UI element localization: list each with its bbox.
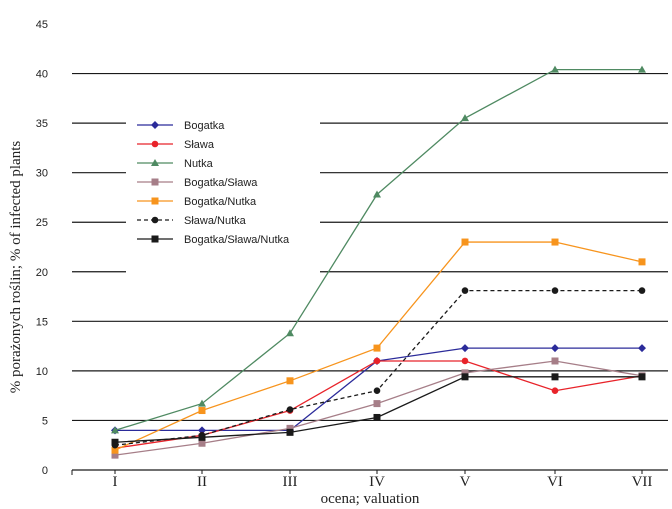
y-tick-label-35: 35 [36, 118, 48, 130]
data-point-s3-II [198, 399, 206, 407]
series-7 [111, 373, 646, 446]
x-tick-label-VI: VI [547, 474, 563, 490]
legend-label-2: Sława [184, 139, 215, 151]
data-point-s7-II [198, 433, 206, 441]
legend-background [126, 108, 320, 284]
y-tick-label-15: 15 [36, 316, 48, 328]
data-point-s1-VI [551, 344, 559, 353]
data-point-s4-III [286, 424, 294, 432]
y-tick-label-0: 0 [42, 465, 48, 477]
axes [71, 469, 668, 475]
legend-swatch-marker-2 [151, 140, 159, 148]
legend-label-7: Bogatka/Sława/Nutka [184, 234, 290, 246]
x-axis-ticks: I II III IV V VI VII [113, 470, 653, 490]
data-point-s5-I [111, 446, 119, 454]
data-point-s5-II [198, 407, 206, 415]
data-point-s4-I [111, 451, 119, 459]
data-point-s4-IV [373, 400, 381, 408]
legend-item-1: Bogatka [137, 120, 225, 132]
data-point-s4-VI [551, 357, 559, 365]
data-point-s6-IV [373, 387, 381, 395]
legend-item-7: Bogatka/Sława/Nutka [137, 234, 290, 246]
data-point-s6-VI [551, 287, 559, 294]
x-tick-label-II: II [197, 474, 207, 490]
data-point-s5-VI [551, 238, 559, 246]
data-point-s7-VI [551, 373, 559, 381]
data-point-s5-III [286, 377, 294, 385]
data-point-s4-V [461, 369, 469, 377]
legend-label-4: Bogatka/Sława [184, 177, 258, 189]
data-point-s4-II [198, 439, 206, 447]
data-point-s3-VII [638, 65, 646, 73]
data-point-s1-V [461, 344, 469, 353]
y-tick-label-10: 10 [36, 366, 48, 378]
y-tick-label-40: 40 [36, 69, 48, 81]
legend-item-5: Bogatka/Nutka [137, 196, 257, 208]
legend-swatch-marker-3 [151, 159, 159, 166]
legend-label-6: Sława/Nutka [184, 215, 247, 227]
legend-label-3: Nutka [184, 158, 214, 170]
series-line-6 [114, 289, 642, 446]
data-point-s5-VII [638, 258, 646, 266]
data-point-s3-IV [373, 190, 381, 198]
data-point-s1-II [198, 426, 206, 435]
legend-swatch-marker-4 [151, 178, 159, 186]
y-axis-label: % porażonych roślin; % of infected plant… [8, 141, 24, 394]
x-tick-label-I: I [113, 474, 118, 490]
x-tick-label-III: III [283, 474, 298, 490]
data-point-s6-V [461, 287, 469, 294]
data-point-s3-VI [551, 65, 559, 73]
data-point-s2-V [461, 357, 469, 365]
data-point-s7-V [461, 373, 469, 381]
data-point-s7-VII [638, 373, 646, 381]
legend-item-4: Bogatka/Sława [137, 177, 258, 189]
x-tick-label-VII: VII [632, 474, 653, 490]
series-6 [111, 287, 646, 449]
series-line-4 [114, 360, 643, 456]
data-point-s2-IV [373, 357, 381, 365]
data-point-s7-IV [373, 413, 381, 421]
data-point-s6-III [286, 406, 294, 413]
data-point-s3-III [286, 329, 294, 337]
series-5 [111, 238, 646, 454]
y-tick-label-25: 25 [36, 217, 48, 229]
legend-swatch-marker-6 [151, 216, 159, 224]
legend-swatch-marker-5 [151, 197, 159, 205]
data-point-s7-I [111, 438, 119, 446]
legend-item-6: Sława/Nutka [137, 215, 247, 227]
legend-item-3: Nutka [137, 158, 214, 170]
legend-label-1: Bogatka [184, 120, 225, 132]
y-tick-label-30: 30 [36, 168, 48, 180]
data-point-s2-VI [551, 387, 559, 395]
data-point-s1-VII [638, 344, 646, 353]
data-point-s3-V [461, 114, 469, 122]
series-4 [111, 357, 646, 459]
legend-swatch-marker-7 [151, 235, 159, 243]
series-3 [111, 65, 646, 434]
x-tick-label-V: V [460, 474, 471, 490]
legend-label-5: Bogatka/Nutka [184, 196, 257, 208]
x-tick-label-IV: IV [369, 474, 385, 490]
data-point-s3-I [111, 426, 119, 434]
data-point-s6-VII [638, 287, 646, 294]
legend: Bogatka Sława Nutka Bogatka/Sława Bogatka/Nu… [137, 120, 290, 246]
legend-item-2: Sława [137, 139, 215, 151]
y-tick-label-20: 20 [36, 267, 48, 279]
data-point-s7-III [286, 428, 294, 436]
legend-swatch-marker-1 [151, 121, 159, 129]
data-point-s5-V [461, 238, 469, 246]
y-axis-ticks: 0 5 10 15 20 25 30 35 40 45 [36, 19, 48, 477]
series-layer [111, 65, 646, 459]
y-tick-label-5: 5 [42, 415, 48, 427]
y-tick-label-45: 45 [36, 19, 48, 31]
series-line-7 [114, 376, 642, 443]
data-point-s5-IV [373, 344, 381, 352]
x-axis-label: ocena; valuation [321, 491, 420, 507]
